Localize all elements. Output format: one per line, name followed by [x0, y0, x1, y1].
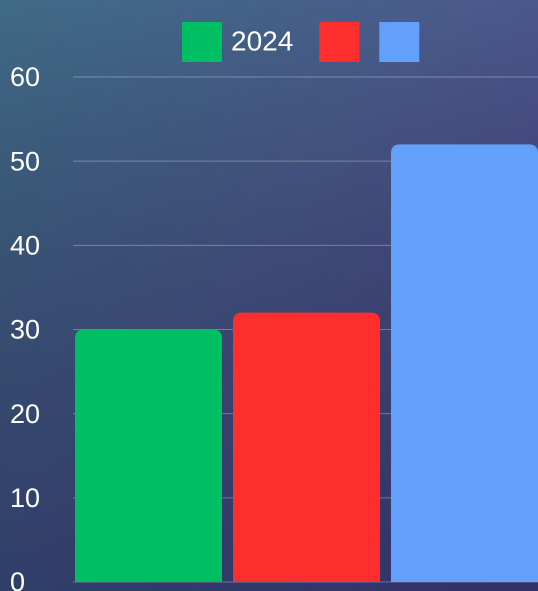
y-tick-label: 0 — [10, 567, 25, 591]
y-tick-label: 30 — [10, 315, 40, 345]
y-tick-label: 20 — [10, 399, 40, 429]
bar — [391, 144, 538, 583]
legend-label: 2024 — [231, 25, 293, 56]
y-tick-label: 40 — [10, 230, 40, 260]
bar — [233, 312, 380, 582]
y-tick-label: 50 — [10, 146, 40, 176]
legend-swatch — [319, 22, 360, 62]
bar — [75, 329, 222, 582]
legend-swatch — [379, 22, 420, 62]
y-tick-label: 60 — [10, 62, 40, 92]
legend-swatch — [182, 22, 222, 62]
y-tick-label: 10 — [10, 483, 40, 513]
